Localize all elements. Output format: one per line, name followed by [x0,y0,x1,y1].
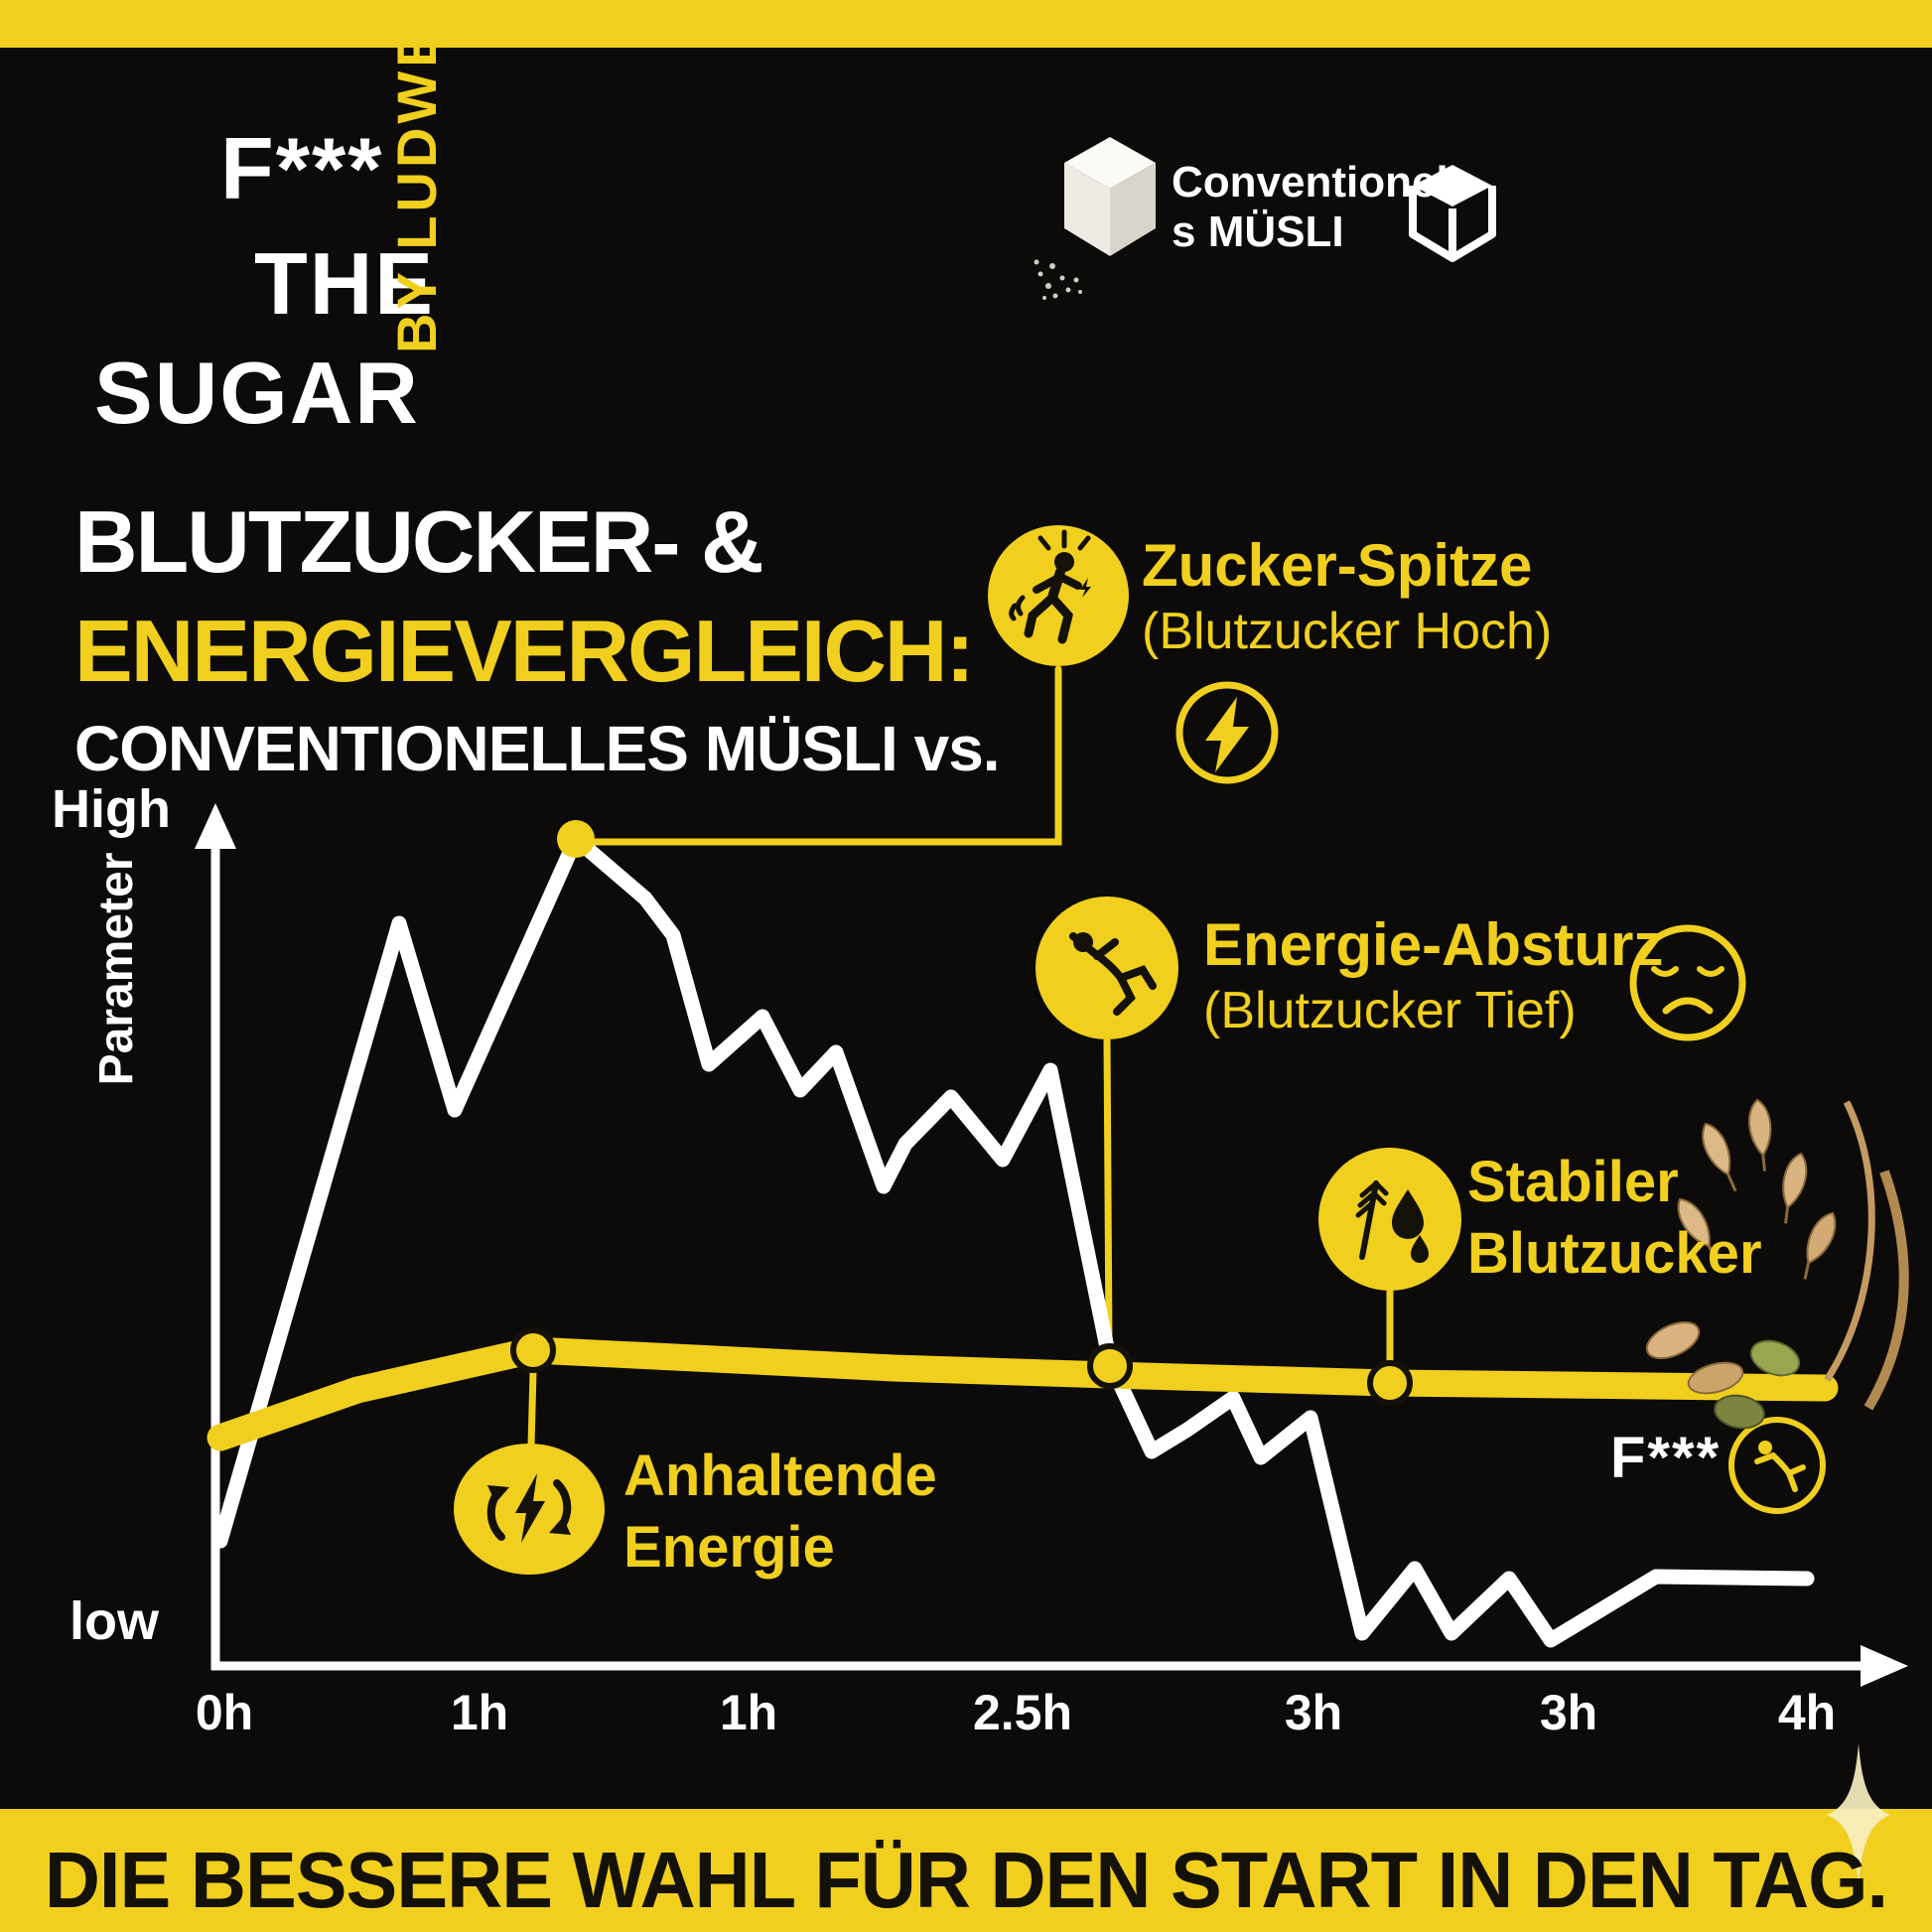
stable-blood-sugar-label-1: Stabiler [1467,1150,1679,1214]
crash-note: F*** [1610,1426,1722,1490]
y-axis-low-label: low [69,1591,159,1651]
stable-blood-sugar-label-2: Blutzucker [1467,1221,1762,1286]
x-tick-label: 1h [450,1685,509,1740]
logo-byline: BY LUDWEGS [385,0,448,353]
sustained-energy-label-1: Anhaltende [623,1444,937,1508]
top-accent-bar [0,0,1932,48]
x-tick-label: 4h [1777,1685,1837,1740]
lightning-ring-icon [1175,681,1279,784]
sugar-spike-title: Zucker-Spitze [1142,532,1533,599]
x-tick-label: 3h [1539,1685,1598,1740]
logo-line-3: SUGAR [94,344,420,442]
energy-crash-badge [1035,897,1178,1039]
sad-face-icon [1629,924,1746,1041]
hand-bolt-icon [1080,578,1091,598]
logo-line-2: THE [254,234,435,333]
legend-line-2: s MÜSLI [1172,207,1344,256]
sugar-cube-icon [1034,137,1156,300]
sustained-energy-point [510,1327,556,1373]
headline-line-3: CONVENTIONELLES MÜSLI vs. [74,713,1001,784]
sparkle-icon [1827,1743,1890,1886]
stable-blood-sugar-point [1367,1360,1413,1406]
zucker-spitze-connector [590,665,1062,846]
x-tick-label: 2.5h [972,1685,1073,1740]
sugar-spike-point [557,820,595,858]
energy-crash-point [1087,1343,1133,1389]
sustained-energy-label-2: Energie [623,1515,835,1580]
sustained-energy-badge [454,1444,605,1575]
x-tick-label: 0h [195,1685,254,1740]
footer-tagline: DIE BESSERE WAHL FÜR DEN START IN DEN TA… [44,1836,1888,1924]
sugar-spike-badge [988,525,1129,666]
y-axis-title: Parameter [90,852,143,1086]
headline-line-2: ENERGIEVERGLEICH: [74,602,975,700]
oats-illustration [1645,1098,1909,1430]
data-point-markers [510,820,1413,1406]
anhaltende-energie-connector [527,1368,537,1449]
outline-cube-icon [1409,165,1496,262]
legend-line-1: Conventionel- [1172,158,1463,207]
y-axis-high-label: High [52,779,171,839]
crash-mini-ring-icon [1728,1417,1826,1514]
series-line-1 [207,1336,1839,1451]
headline-line-1: BLUTZUCKER- & [74,492,764,591]
callout-connectors [527,665,1394,1449]
bottom-accent-bar [0,1809,1932,1932]
data-series [207,831,1839,1648]
x-tick-label: 1h [719,1685,778,1740]
axes [195,803,1908,1687]
x-tick-label: 3h [1284,1685,1343,1740]
stable-blood-sugar-badge [1318,1148,1461,1291]
energie-absturz-connector [1103,1035,1113,1348]
logo-line-1: F*** [220,119,384,217]
energy-crash-subtitle: (Blutzucker Tief) [1203,982,1577,1039]
series-line-0 [212,831,1815,1648]
energy-crash-title: Energie-Absturz [1203,911,1664,978]
sugar-spike-subtitle: (Blutzucker Hoch) [1142,603,1553,660]
